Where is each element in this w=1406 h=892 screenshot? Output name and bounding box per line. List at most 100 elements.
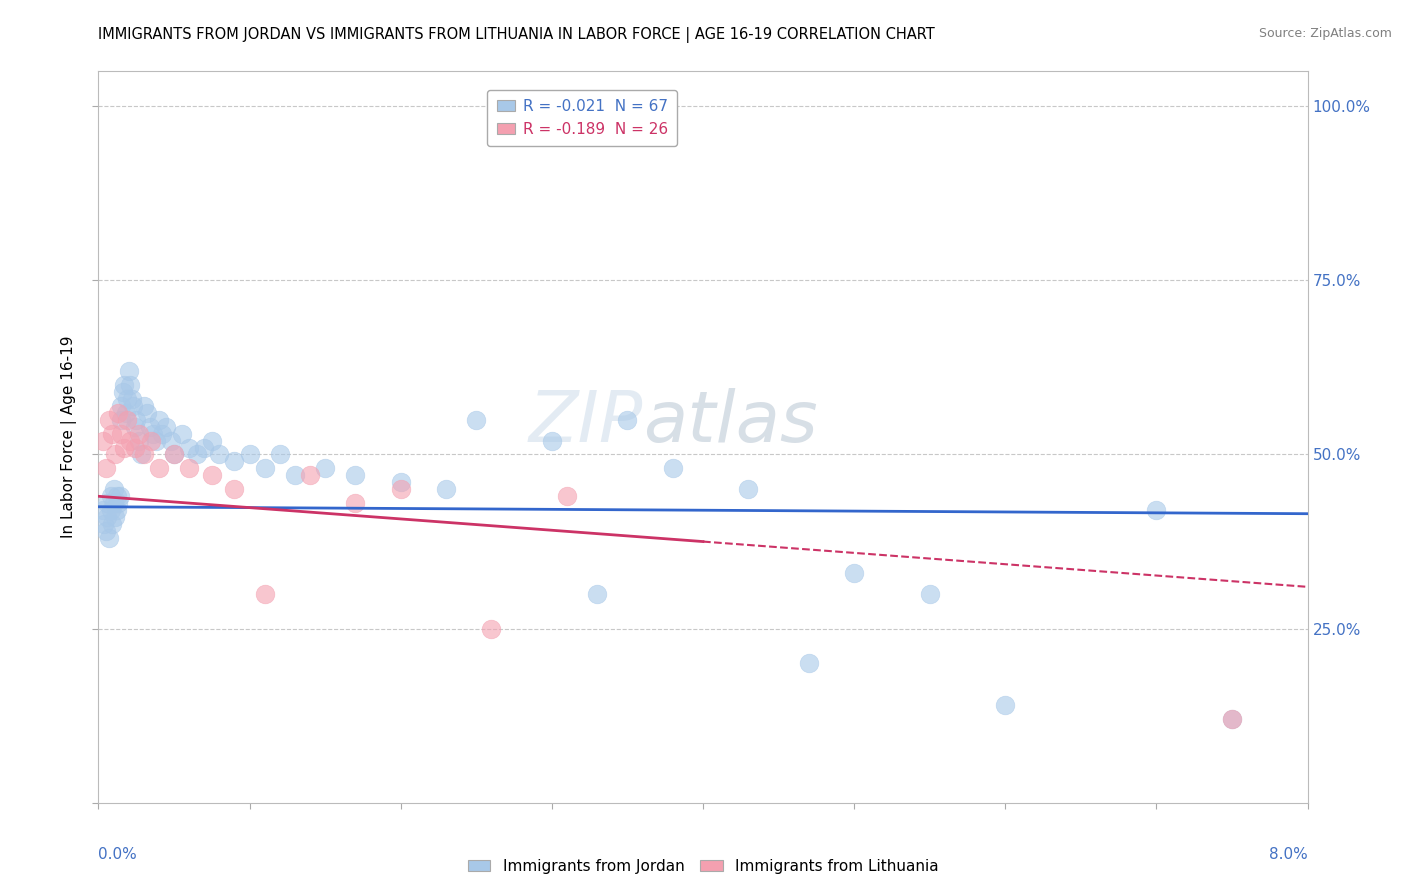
Text: Source: ZipAtlas.com: Source: ZipAtlas.com	[1258, 27, 1392, 40]
Point	[104, 510, 127, 524]
Point	[104, 448, 127, 462]
Point	[148, 461, 170, 475]
Point	[112, 441, 135, 455]
Point	[135, 406, 157, 420]
Point	[314, 461, 336, 475]
Point	[141, 434, 163, 448]
Point	[111, 384, 134, 399]
Legend: Immigrants from Jordan, Immigrants from Lithuania: Immigrants from Jordan, Immigrants from …	[461, 853, 945, 880]
Point	[224, 483, 246, 497]
Point	[105, 489, 128, 503]
Point	[201, 434, 224, 448]
Point	[269, 448, 291, 462]
Point	[434, 483, 457, 497]
Legend: R = -0.021  N = 67, R = -0.189  N = 26: R = -0.021 N = 67, R = -0.189 N = 26	[488, 90, 676, 146]
Point	[142, 426, 165, 441]
Point	[918, 587, 941, 601]
Point	[389, 475, 412, 490]
Point	[465, 412, 488, 426]
Point	[299, 468, 322, 483]
Point	[128, 426, 150, 441]
Point	[150, 426, 173, 441]
Point	[98, 531, 121, 545]
Point	[103, 496, 125, 510]
Point	[91, 434, 114, 448]
Point	[1146, 503, 1168, 517]
Point	[110, 426, 132, 441]
Point	[160, 434, 183, 448]
Point	[108, 489, 131, 503]
Point	[110, 412, 132, 426]
Point	[737, 483, 759, 497]
Point	[179, 461, 201, 475]
Text: ZIP: ZIP	[529, 388, 643, 457]
Point	[481, 622, 503, 636]
Point	[115, 412, 138, 426]
Point	[114, 406, 136, 420]
Point	[179, 441, 201, 455]
Point	[96, 496, 118, 510]
Point	[107, 496, 129, 510]
Text: atlas: atlas	[643, 388, 817, 457]
Text: 8.0%: 8.0%	[1268, 847, 1308, 862]
Point	[122, 399, 145, 413]
Point	[239, 448, 262, 462]
Point	[91, 503, 114, 517]
Point	[797, 657, 820, 671]
Point	[100, 489, 122, 503]
Point	[616, 412, 638, 426]
Point	[121, 392, 143, 406]
Point	[124, 441, 146, 455]
Point	[124, 419, 146, 434]
Y-axis label: In Labor Force | Age 16-19: In Labor Force | Age 16-19	[60, 335, 77, 539]
Point	[128, 434, 150, 448]
Point	[107, 406, 129, 420]
Point	[186, 448, 208, 462]
Point	[344, 468, 367, 483]
Point	[253, 587, 276, 601]
Point	[96, 510, 118, 524]
Point	[94, 461, 117, 475]
Text: 0.0%: 0.0%	[98, 847, 138, 862]
Point	[540, 434, 562, 448]
Point	[101, 517, 124, 532]
Point	[555, 489, 578, 503]
Point	[125, 412, 148, 426]
Point	[120, 377, 142, 392]
Point	[163, 448, 186, 462]
Point	[344, 496, 367, 510]
Point	[994, 698, 1017, 713]
Point	[170, 426, 193, 441]
Point	[139, 419, 162, 434]
Point	[661, 461, 683, 475]
Point	[103, 483, 125, 497]
Point	[94, 524, 117, 538]
Point	[112, 377, 135, 392]
Point	[98, 412, 121, 426]
Point	[115, 392, 138, 406]
Point	[155, 419, 177, 434]
Point	[208, 448, 231, 462]
Point	[129, 448, 152, 462]
Point	[1220, 712, 1243, 726]
Point	[118, 364, 141, 378]
Point	[284, 468, 307, 483]
Text: IMMIGRANTS FROM JORDAN VS IMMIGRANTS FROM LITHUANIA IN LABOR FORCE | AGE 16-19 C: IMMIGRANTS FROM JORDAN VS IMMIGRANTS FRO…	[98, 27, 935, 43]
Point	[145, 434, 167, 448]
Point	[132, 448, 155, 462]
Point	[93, 517, 115, 532]
Point	[163, 448, 186, 462]
Point	[253, 461, 276, 475]
Point	[1220, 712, 1243, 726]
Point	[193, 441, 215, 455]
Point	[101, 426, 124, 441]
Point	[389, 483, 412, 497]
Point	[105, 503, 128, 517]
Point	[201, 468, 224, 483]
Point	[844, 566, 866, 580]
Point	[224, 454, 246, 468]
Point	[100, 503, 122, 517]
Point	[586, 587, 609, 601]
Point	[132, 399, 155, 413]
Point	[110, 399, 132, 413]
